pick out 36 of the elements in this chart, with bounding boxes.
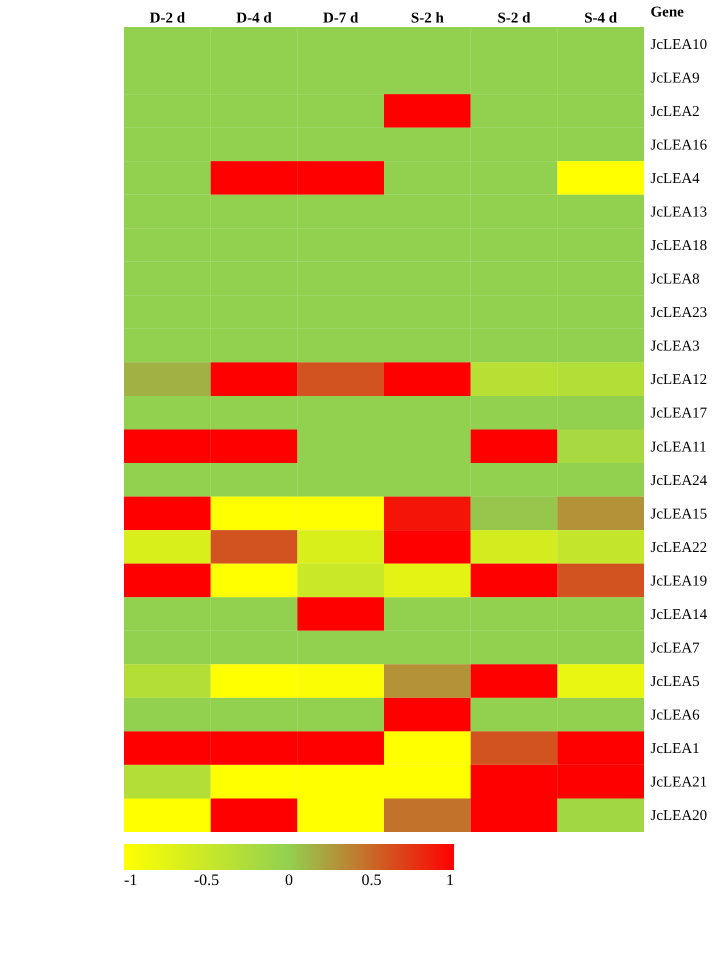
y-tick-label: JcLEA22: [650, 540, 708, 556]
y-tick-label: JcLEA12: [650, 372, 708, 388]
x-tick-label: S-4 d: [584, 10, 618, 26]
y-tick-label: JcLEA14: [650, 606, 708, 623]
y-tick-label: JcLEA2: [650, 104, 700, 120]
y-tick-label: JcLEA19: [650, 573, 708, 590]
color-bar-label: -0.5: [194, 872, 220, 889]
y-tick-label: JcLEA20: [650, 808, 708, 824]
y-tick-label: JcLEA10: [650, 36, 708, 53]
color-bar-label: 0.5: [362, 872, 382, 889]
color-bar-label: -1: [124, 872, 138, 889]
y-tick-label: JcLEA9: [650, 70, 700, 86]
x-tick-label: D-2 d: [150, 10, 186, 26]
y-tick-label: JcLEA7: [650, 640, 700, 657]
x-tick-label: S-2 h: [410, 10, 444, 26]
x-tick-label: D-4 d: [236, 10, 272, 26]
y-tick-label: JcLEA17: [650, 406, 708, 422]
y-tick-label: JcLEA1: [650, 741, 700, 758]
y-tick-label: JcLEA11: [650, 439, 707, 456]
y-tick-label: JcLEA18: [650, 238, 708, 254]
color-bar-label: 1: [446, 872, 454, 889]
y-tick-label: JcLEA8: [650, 272, 700, 288]
y-tick-label: JcLEA15: [650, 506, 708, 522]
y-tick-label: JcLEA23: [650, 305, 708, 322]
color-bar-label: 0: [285, 872, 293, 889]
y-tick-label: JcLEA3: [650, 338, 700, 355]
y-tick-label: JcLEA21: [650, 774, 708, 791]
y-tick-label: JcLEA13: [650, 204, 708, 220]
y-tick-label: JcLEA6: [650, 708, 700, 724]
y-tick-label: JcLEA16: [650, 137, 708, 154]
x-tick-label: S-2 d: [498, 10, 532, 26]
y-tick-label: JcLEA24: [650, 472, 708, 489]
y-tick-label: JcLEA5: [650, 674, 700, 690]
y-axis-title: Gene: [650, 4, 684, 20]
x-tick-label: D-7 d: [322, 10, 360, 26]
y-tick-label: JcLEA4: [650, 170, 700, 187]
